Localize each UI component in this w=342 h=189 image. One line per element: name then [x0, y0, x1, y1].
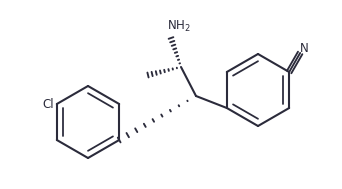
Text: N: N	[300, 42, 308, 54]
Text: NH$_2$: NH$_2$	[167, 19, 191, 34]
Text: Cl: Cl	[42, 98, 54, 111]
